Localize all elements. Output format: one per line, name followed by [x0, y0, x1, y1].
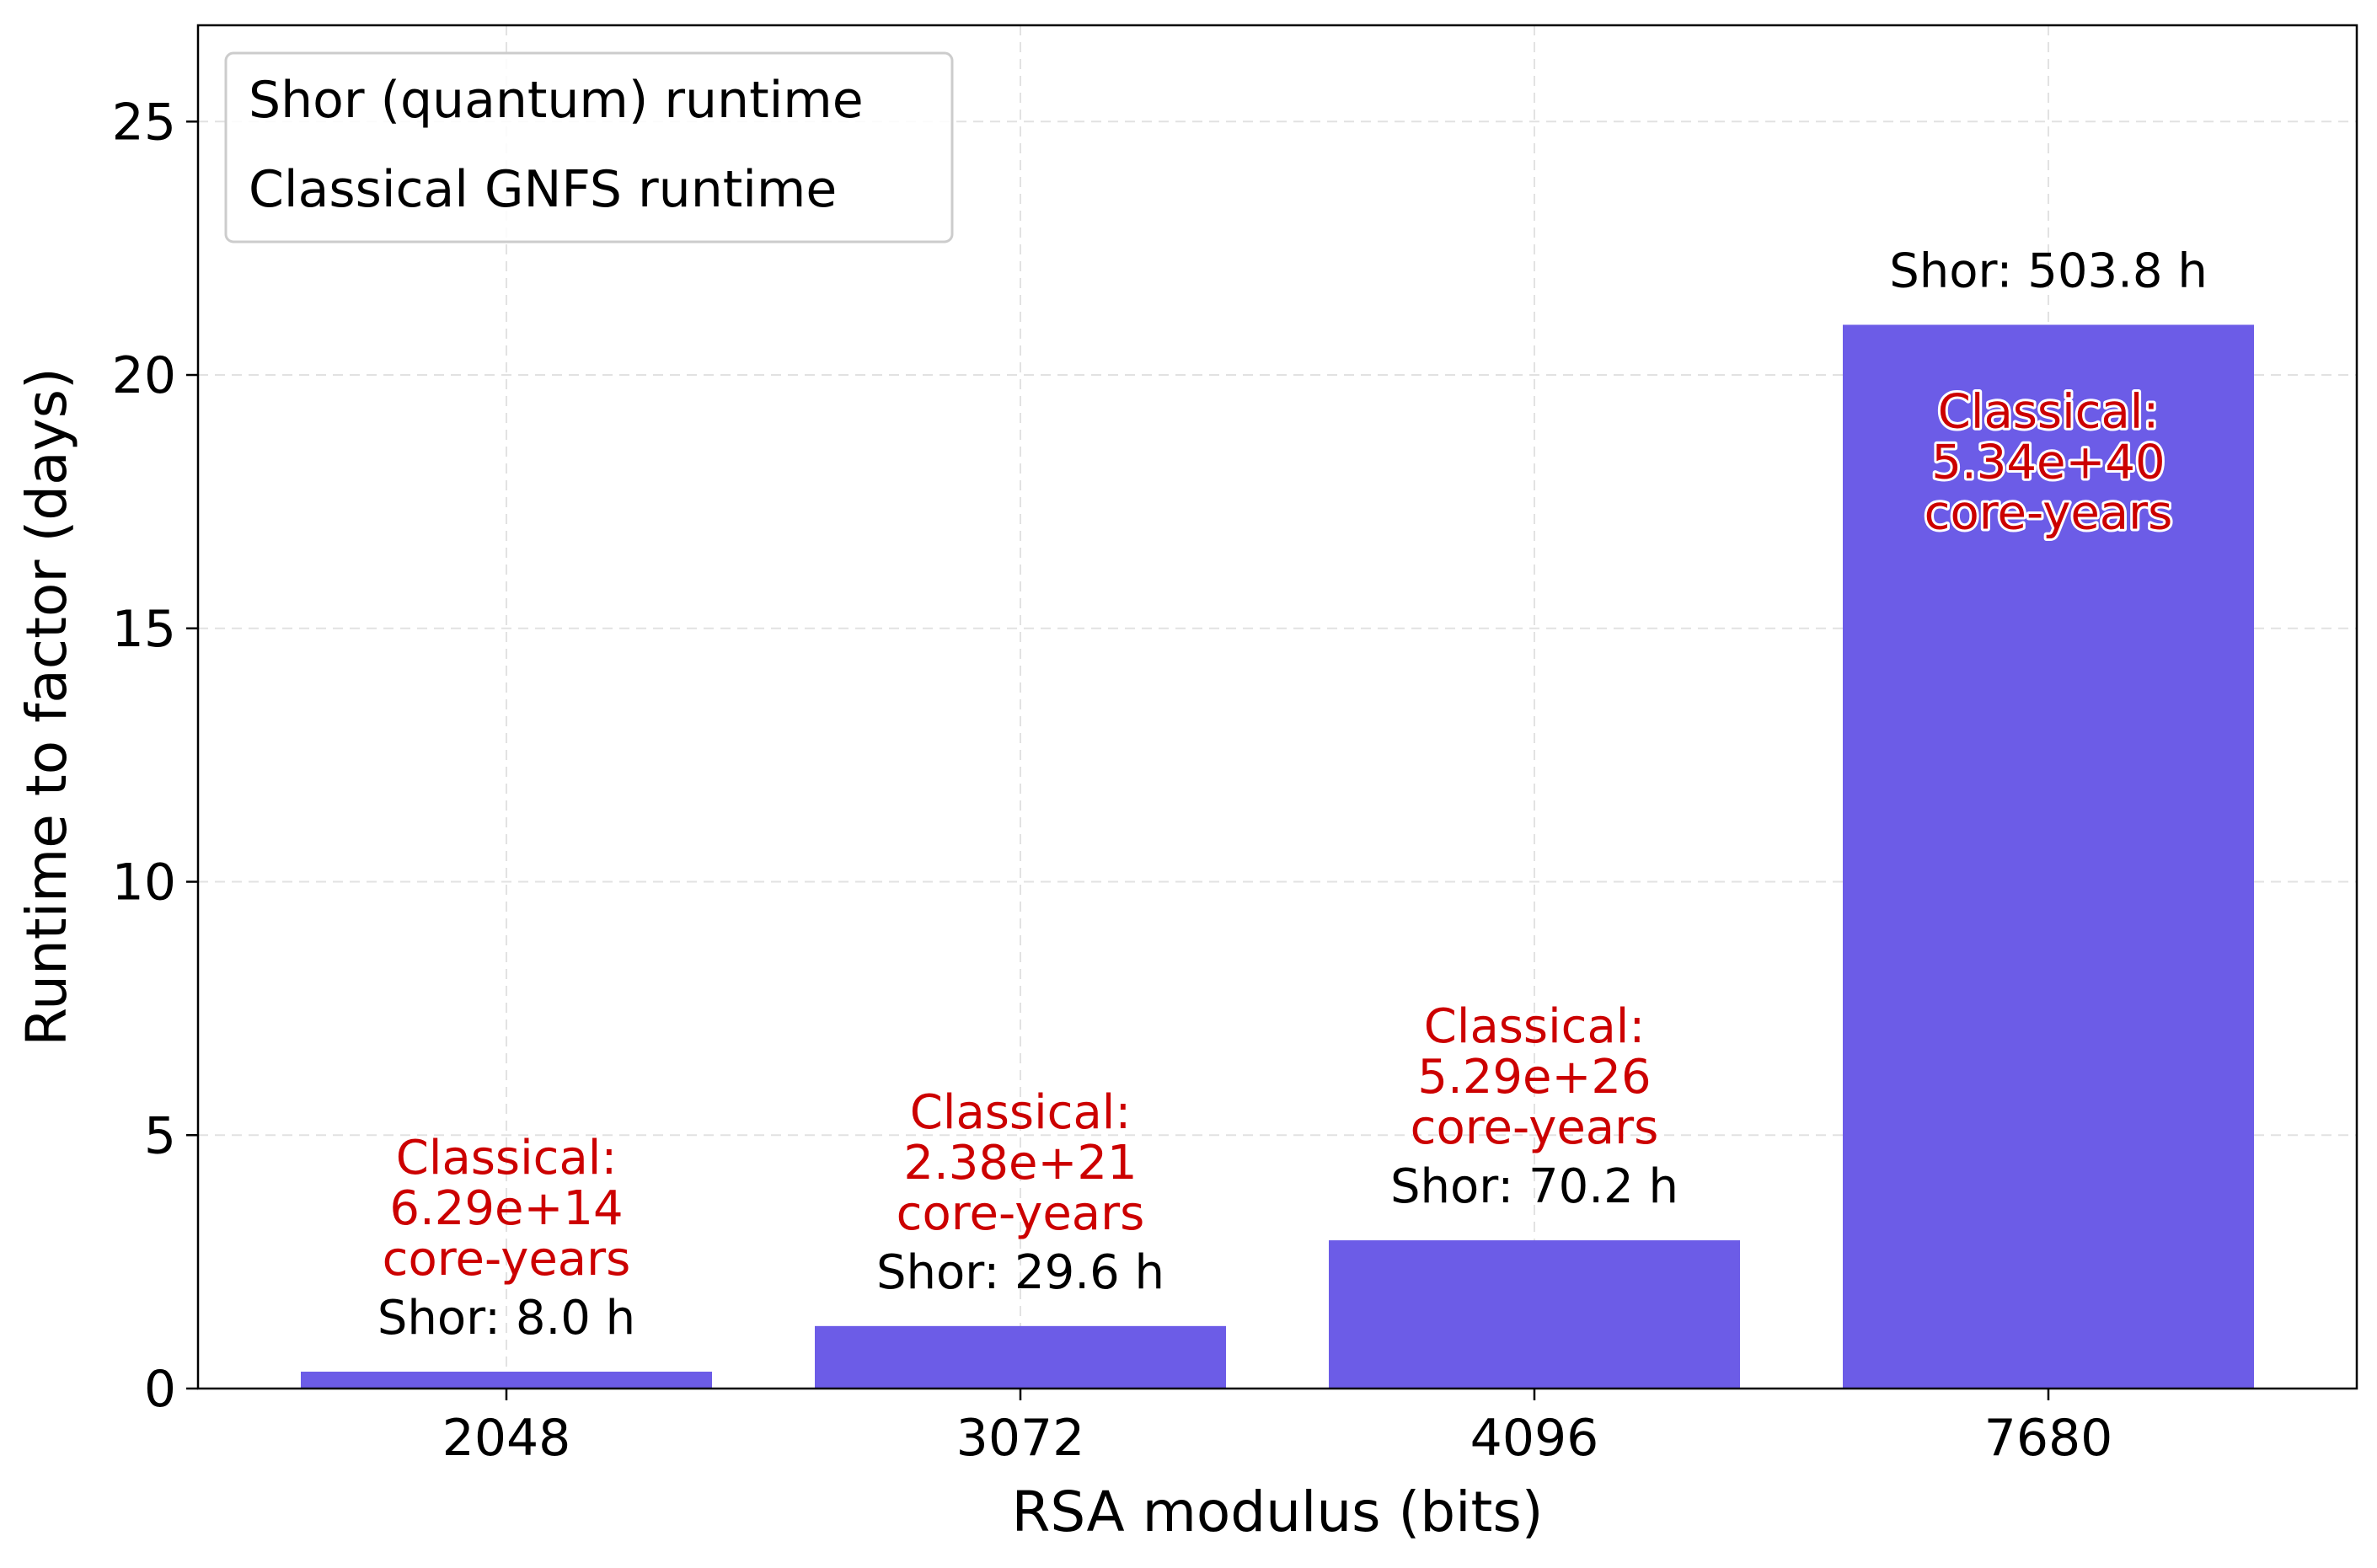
y-tick-label: 10: [112, 854, 176, 912]
classical-label-4096: core-years: [1411, 1100, 1659, 1155]
classical-label-2048: core-years: [383, 1232, 631, 1287]
shor-label-4096: Shor: 70.2 h: [1390, 1159, 1678, 1214]
shor-label-2048: Shor: 8.0 h: [377, 1291, 635, 1346]
classical-label-7680: Classical:: [1938, 384, 2159, 439]
axis-ticks: 0 5 10 15 20 25 2048 3072 4096 7680: [112, 93, 2113, 1468]
y-tick-label: 5: [144, 1106, 176, 1165]
shor-label-3072: Shor: 29.6 h: [876, 1245, 1164, 1300]
plot-frame: [196, 24, 2358, 1390]
y-tick-label: 0: [144, 1360, 176, 1419]
bars: [301, 324, 2254, 1389]
x-tick-label: 3072: [956, 1409, 1085, 1468]
classical-label-3072: Classical:: [910, 1085, 1131, 1140]
y-axis-label: Runtime to factor (days): [14, 367, 79, 1046]
classical-label-3072: core-years: [897, 1186, 1145, 1241]
x-axis-label: RSA modulus (bits): [1011, 1480, 1543, 1544]
y-tick-label: 25: [112, 93, 176, 152]
legend-entry-classical: Classical GNFS runtime: [249, 160, 837, 219]
classical-label-4096: 5.29e+26: [1417, 1050, 1651, 1105]
classical-label-7680: core-years: [1925, 485, 2173, 540]
x-tick-label: 2048: [442, 1409, 571, 1468]
legend: Shor (quantum) runtime Classical GNFS ru…: [224, 51, 954, 243]
bar-7680: [1843, 324, 2254, 1389]
classical-label-7680: 5.34e+40: [1931, 435, 2165, 490]
y-tick-label: 20: [112, 346, 176, 405]
y-tick-label: 15: [112, 600, 176, 659]
x-tick-label: 4096: [1470, 1409, 1599, 1468]
classical-label-4096: Classical:: [1424, 999, 1645, 1054]
bar-2048: [301, 1371, 712, 1389]
shor-label-7680: Shor: 503.8 h: [1889, 243, 2208, 298]
bar-3072: [815, 1325, 1226, 1389]
classical-label-2048: 6.29e+14: [389, 1181, 623, 1236]
bar-4096: [1329, 1240, 1740, 1389]
classical-label-3072: 2.38e+21: [903, 1136, 1137, 1191]
legend-entry-shor: Shor (quantum) runtime: [249, 71, 864, 130]
classical-label-2048: Classical:: [396, 1131, 617, 1185]
x-tick-label: 7680: [1984, 1409, 2113, 1468]
legend-box: [224, 51, 954, 243]
